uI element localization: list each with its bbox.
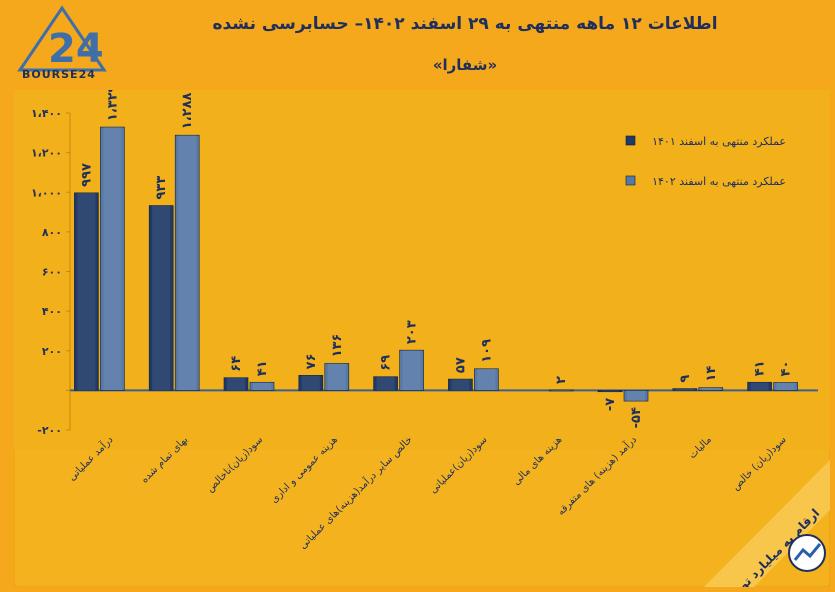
bar-1401 [448,378,473,391]
bar-highlight [376,376,395,391]
data-label: ۶۴ [229,356,244,372]
data-label: ۴۱ [255,360,270,376]
bourse24-logo: 24 [17,5,107,72]
bar-1401 [597,390,623,393]
legend: عملکرد منتهی به اسفند ۱۴۰۱ عملکرد منتهی ب… [625,135,786,188]
bar-highlight [178,135,197,391]
bar-highlight [253,382,271,391]
y-tick-label: ۴۰۰ [42,305,62,318]
data-label: ۴۰ [779,361,794,377]
bar-highlight [103,127,122,391]
data-label: ۱،۲۸۸ [180,92,195,129]
bar-1402 [249,381,275,391]
y-tick-label: ۲۰۰ [42,345,62,358]
bar-highlight [301,375,320,391]
bar-1402 [100,126,125,391]
data-label: ۹ [678,375,693,383]
data-label: ۲ [554,376,569,384]
data-label: ۷۶ [304,353,319,369]
bar-1402 [698,387,724,391]
bar-highlight [552,389,571,391]
page-title: اطلاعات ۱۲ ماهه منتهی به ۲۹ اسفند ۱۴۰۲– … [212,14,718,34]
bar-1402 [548,389,574,392]
data-label: -۷ [603,398,618,411]
data-label: ۹۹۷ [79,163,94,187]
bar-1401 [747,381,772,391]
bar-highlight [327,363,346,391]
bar-1402 [324,363,350,391]
data-label: ۴۱ [753,360,768,376]
data-label: ۲۰۳ [405,320,420,344]
page-subtitle: «شفارا» [432,56,498,74]
bar-highlight [776,382,795,391]
bar-1401 [672,388,698,391]
data-label: ۱۳۶ [330,334,345,358]
note-ribbon [704,460,830,587]
data-label: ۹۳۳ [154,176,169,200]
bar-1401 [223,377,249,391]
data-label: -۵۴ [629,407,644,428]
y-tick-label: ۱،۰۰۰ [31,186,62,199]
bar-1401 [74,192,99,391]
bar-1401 [148,205,174,391]
y-tick-label: ۱،۲۰۰ [31,147,62,160]
bar-highlight [675,388,694,391]
data-label: ۱۴ [704,366,719,382]
bar-highlight [451,379,470,391]
bar-1402 [773,382,798,391]
trend-icon-line [793,543,822,561]
y-tick-label: ۸۰۰ [42,226,62,239]
bar-highlight [627,390,645,402]
y-tick-label: -۲۰۰ [37,424,62,437]
bar-1401 [298,375,324,391]
legend-swatch [625,135,636,146]
bar-highlight [601,390,619,392]
legend-label: عملکرد منتهی به اسفند ۱۴۰۲ [652,175,786,188]
legend-swatch [625,175,636,186]
legend-label: عملکرد منتهی به اسفند ۱۴۰۱ [652,135,786,148]
bar-highlight [152,205,171,391]
logo-mark: 24 [48,26,104,72]
bar-1402 [399,349,424,391]
bar-highlight [227,377,245,391]
bar-highlight [701,387,720,391]
data-label: ۶۹ [379,355,394,371]
bar-highlight [477,368,496,391]
data-label: ۵۷ [453,357,468,373]
y-tick-label: ۱،۴۰۰ [31,107,62,120]
bar-highlight [402,350,421,391]
data-label: ۱،۳۲۹ [105,90,120,121]
logo-text: BOURSE24 [22,68,96,81]
data-label: ۱۰۹ [479,339,494,363]
bar-highlight [77,192,96,391]
bar-highlight [750,382,769,391]
bar-1402 [623,390,649,402]
bar-1402 [174,134,200,391]
chart: -۲۰۰ ۲۰۰ ۴۰۰ ۶۰۰ ۸۰۰ ۱،۰۰۰ ۱،۲۰۰ ۱،۴۰۰ ۹۹۷ ۹۳۳ ۶۴ ۷… [14,90,830,587]
bar-1401 [373,376,398,391]
y-tick-label: ۶۰۰ [42,266,62,279]
bars-layer [74,126,798,402]
bar-1402 [474,368,499,391]
